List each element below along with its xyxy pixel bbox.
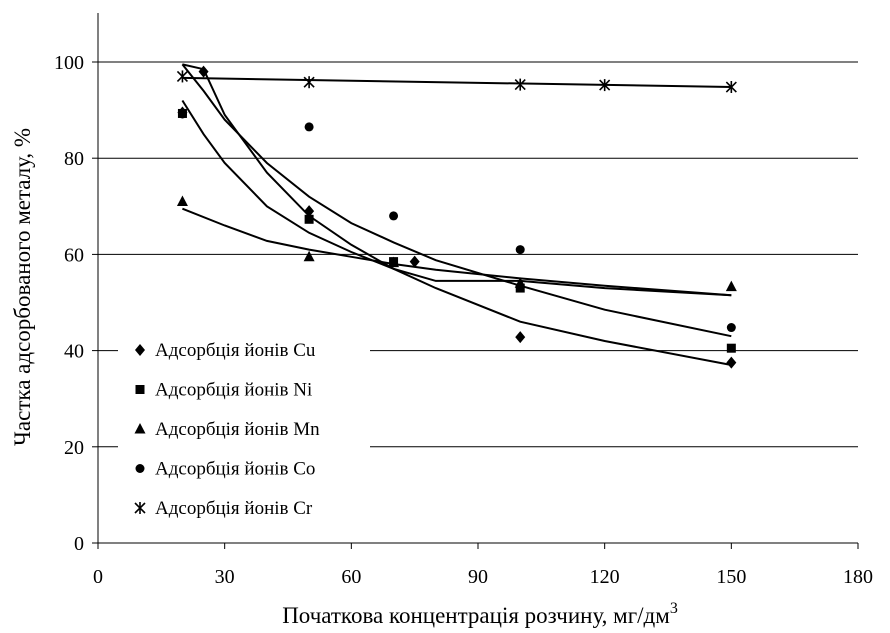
data-point: [304, 122, 314, 132]
data-point: [409, 255, 420, 268]
data-point: [725, 280, 737, 292]
data-point: [726, 356, 737, 369]
legend-box: [118, 333, 370, 530]
x-tick-label: 30: [215, 566, 235, 588]
legend-label: Адсорбція йонів Ni: [155, 380, 312, 401]
x-axis-label: Початкова концентрація розчину, мг/дм3: [282, 600, 678, 628]
data-point: [176, 195, 188, 206]
y-tick-label: 60: [64, 244, 84, 266]
legend-marker: [134, 423, 146, 434]
trendline: [182, 76, 732, 88]
y-tick-label: 20: [64, 437, 84, 459]
x-tick-label: 150: [716, 566, 746, 588]
y-tick-label: 40: [64, 341, 84, 363]
x-tick-label: 60: [341, 566, 361, 588]
data-point: [726, 343, 736, 353]
x-tick-label: 120: [590, 566, 620, 588]
trendline: [181, 63, 732, 338]
x-tick-label: 90: [468, 566, 488, 588]
data-point: [515, 245, 525, 255]
legend-label: Адсорбція йонів Cu: [155, 340, 316, 361]
data-point: [514, 78, 526, 91]
y-tick-label: 80: [64, 148, 84, 170]
data-point: [304, 205, 315, 218]
data-point: [304, 214, 314, 224]
data-point: [177, 109, 187, 119]
data-point: [514, 277, 526, 288]
data-point: [515, 331, 526, 344]
data-point: [388, 256, 400, 268]
trendlines: [181, 63, 732, 366]
data-point: [726, 323, 736, 333]
legend-marker: [134, 502, 146, 514]
axes: 0 20 40 60 80 100 0 30 60 90 120 150 180: [54, 13, 873, 588]
legend-marker: [135, 385, 145, 394]
legend: Адсорбція йонів Cu Адсорбція йонів Ni Адсо…: [118, 333, 370, 530]
legend-label: Адсорбція йонів Cr: [155, 498, 313, 519]
data-point: [515, 283, 525, 293]
legend-label: Адсорбція йонів Co: [155, 459, 315, 480]
x-tick-label: 180: [843, 566, 873, 588]
data-point: [303, 250, 315, 262]
data-point: [389, 211, 399, 221]
data-points: [176, 65, 737, 369]
y-tick-label: 0: [74, 533, 84, 555]
trendline: [181, 99, 732, 366]
data-point: [303, 76, 315, 89]
y-axis-label: Частка адсорбованого металу, %: [10, 128, 35, 446]
legend-marker: [135, 344, 145, 356]
data-point: [176, 70, 189, 83]
data-point: [599, 79, 611, 92]
x-tick-label: 0: [93, 566, 103, 588]
legend-label: Адсорбція йонів Mn: [155, 419, 320, 440]
data-point: [725, 81, 737, 94]
legend-marker: [135, 464, 145, 473]
y-tick-label: 100: [54, 52, 84, 74]
trendline: [182, 63, 732, 297]
data-point: [198, 65, 209, 78]
trendline: [182, 207, 732, 297]
